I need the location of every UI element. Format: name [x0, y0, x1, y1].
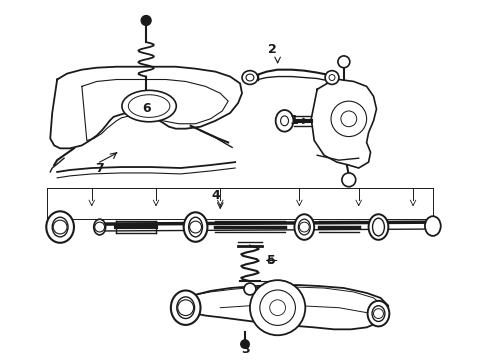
Polygon shape	[176, 285, 389, 329]
Text: 7: 7	[95, 162, 104, 175]
Polygon shape	[311, 80, 376, 168]
Text: 2: 2	[269, 44, 277, 57]
Ellipse shape	[425, 216, 441, 236]
Ellipse shape	[94, 219, 106, 235]
Circle shape	[244, 283, 256, 295]
Polygon shape	[50, 67, 242, 148]
Text: 5: 5	[268, 254, 276, 267]
Circle shape	[338, 56, 350, 68]
Ellipse shape	[189, 217, 202, 237]
Ellipse shape	[52, 217, 68, 237]
Ellipse shape	[368, 301, 390, 327]
Circle shape	[325, 71, 339, 84]
Ellipse shape	[294, 214, 314, 240]
Text: 1: 1	[290, 114, 299, 127]
Circle shape	[240, 339, 250, 349]
Ellipse shape	[276, 110, 294, 132]
Circle shape	[141, 15, 151, 26]
Ellipse shape	[122, 90, 176, 122]
Ellipse shape	[46, 211, 74, 243]
Ellipse shape	[368, 214, 389, 240]
Text: 3: 3	[241, 342, 249, 356]
Circle shape	[250, 280, 305, 335]
Circle shape	[342, 173, 356, 187]
Ellipse shape	[372, 306, 385, 321]
Text: 6: 6	[142, 102, 150, 114]
Ellipse shape	[242, 71, 258, 84]
Bar	[238, 242, 262, 246]
Ellipse shape	[177, 297, 195, 319]
Text: 4: 4	[211, 189, 220, 202]
Ellipse shape	[372, 218, 384, 236]
Ellipse shape	[171, 291, 200, 325]
Ellipse shape	[298, 219, 310, 235]
Ellipse shape	[184, 212, 207, 242]
